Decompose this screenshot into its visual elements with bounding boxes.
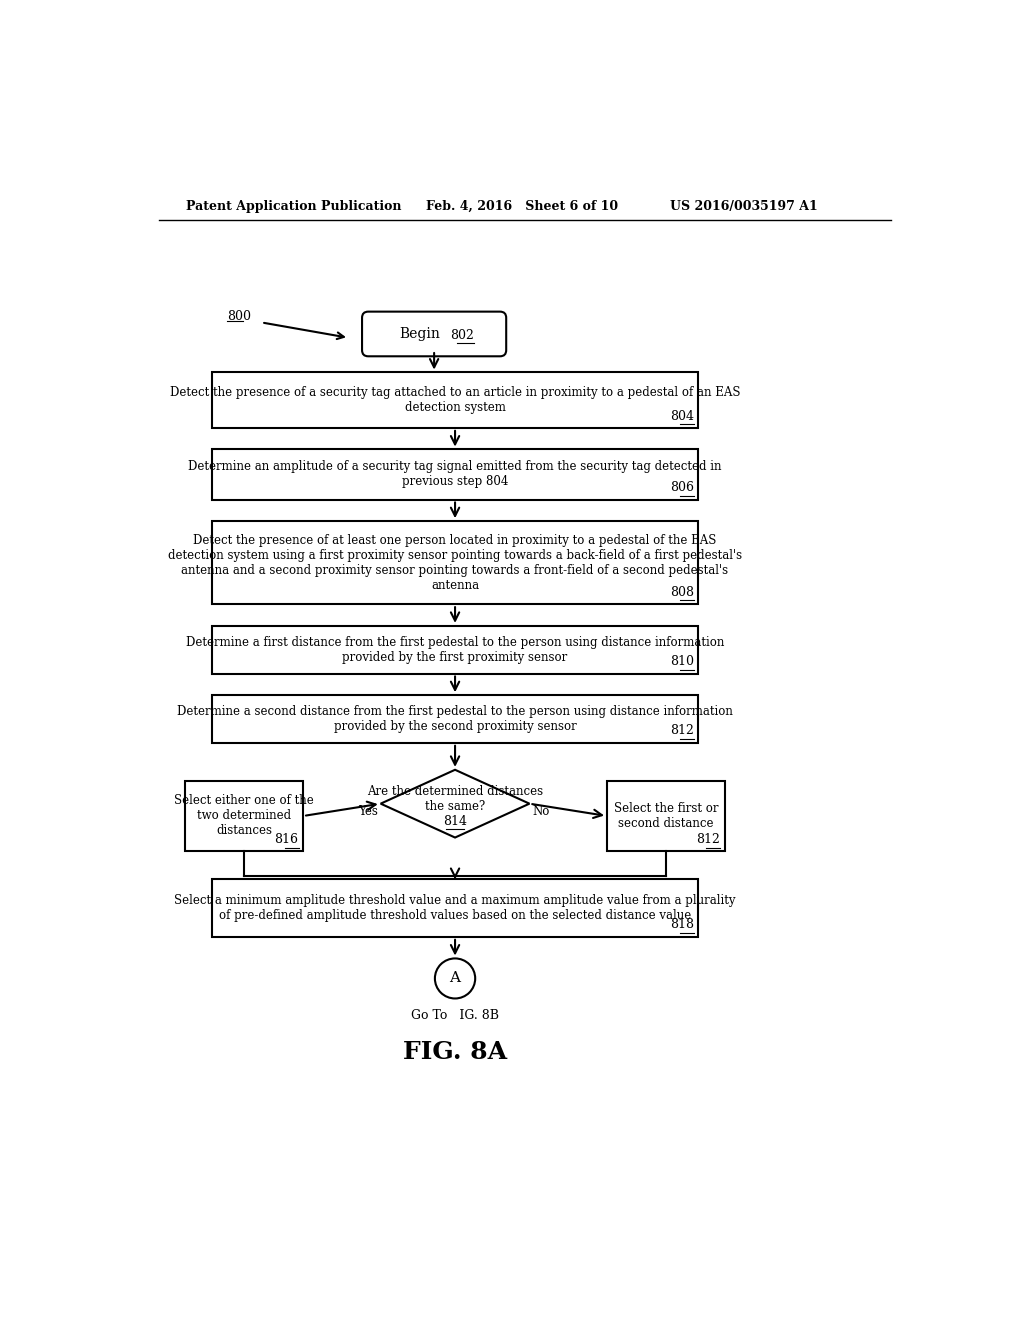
Text: Determine a first distance from the first pedestal to the person using distance : Determine a first distance from the firs… [186, 636, 724, 664]
Text: 818: 818 [670, 919, 693, 932]
Text: Begin: Begin [399, 327, 440, 341]
Text: Go To   IG. 8B: Go To IG. 8B [411, 1008, 499, 1022]
Text: Yes: Yes [357, 805, 378, 818]
Text: Select a minimum amplitude threshold value and a maximum amplitude value from a : Select a minimum amplitude threshold val… [174, 894, 736, 921]
Text: 804: 804 [670, 409, 693, 422]
Text: US 2016/0035197 A1: US 2016/0035197 A1 [671, 199, 818, 213]
FancyBboxPatch shape [212, 696, 698, 743]
Text: FIG. 8A: FIG. 8A [403, 1040, 507, 1064]
Text: 812: 812 [696, 833, 720, 846]
Text: 814: 814 [443, 814, 467, 828]
FancyBboxPatch shape [212, 879, 698, 937]
Text: Determine an amplitude of a security tag signal emitted from the security tag de: Determine an amplitude of a security tag… [188, 461, 722, 488]
FancyBboxPatch shape [212, 449, 698, 499]
FancyBboxPatch shape [212, 626, 698, 673]
FancyBboxPatch shape [212, 372, 698, 428]
FancyBboxPatch shape [607, 780, 725, 851]
Circle shape [435, 958, 475, 998]
Text: 802: 802 [451, 329, 474, 342]
Text: 812: 812 [670, 725, 693, 738]
Text: Determine a second distance from the first pedestal to the person using distance: Determine a second distance from the fir… [177, 705, 733, 733]
Text: 808: 808 [670, 586, 693, 599]
Text: Select the first or
second distance: Select the first or second distance [613, 803, 718, 830]
Text: 800: 800 [227, 310, 251, 323]
Text: Feb. 4, 2016   Sheet 6 of 10: Feb. 4, 2016 Sheet 6 of 10 [426, 199, 618, 213]
Text: No: No [532, 805, 550, 818]
FancyBboxPatch shape [185, 780, 303, 851]
Text: Select either one of the
two determined
distances: Select either one of the two determined … [174, 795, 314, 837]
Text: 816: 816 [274, 833, 299, 846]
Text: Patent Application Publication: Patent Application Publication [186, 199, 401, 213]
FancyBboxPatch shape [212, 521, 698, 605]
Text: Detect the presence of a security tag attached to an article in proximity to a p: Detect the presence of a security tag at… [170, 387, 740, 414]
Text: 806: 806 [670, 480, 693, 494]
Text: Are the determined distances
the same?: Are the determined distances the same? [367, 785, 543, 813]
Text: Detect the presence of at least one person located in proximity to a pedestal of: Detect the presence of at least one pers… [168, 533, 742, 591]
Text: A: A [450, 972, 461, 986]
Text: 810: 810 [670, 655, 693, 668]
Polygon shape [381, 770, 529, 838]
FancyBboxPatch shape [362, 312, 506, 356]
